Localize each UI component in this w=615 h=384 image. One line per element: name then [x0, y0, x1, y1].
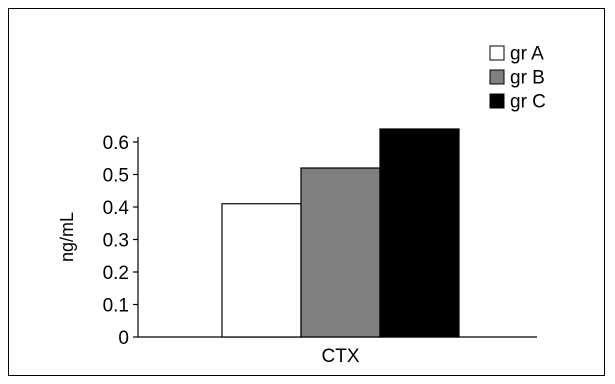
y-tick-label: 0: [118, 328, 129, 349]
bar-gr-a: [221, 203, 302, 338]
y-tick-label: 0.1: [103, 296, 129, 317]
y-tick-label: 0.2: [103, 263, 129, 284]
bar-gr-b: [300, 167, 381, 338]
legend-swatch: [489, 93, 505, 109]
legend-label: gr B: [510, 68, 545, 89]
y-tick-label: 0.4: [103, 198, 130, 219]
x-category-label: CTX: [322, 346, 360, 367]
y-tick-label: 0.5: [103, 166, 129, 187]
legend-swatch: [489, 45, 505, 61]
legend-label: gr C: [510, 92, 546, 113]
legend-label: gr A: [510, 44, 544, 65]
bar-gr-c: [379, 128, 460, 338]
bars: [221, 128, 460, 338]
y-axis-label: ng/mL: [57, 212, 77, 262]
y-tick-label: 0.3: [103, 231, 129, 252]
y-ticks: 0 0.1 0.2 0.3 0.4 0.5 0.6: [103, 133, 138, 349]
legend: gr A gr B gr C: [489, 44, 546, 113]
legend-swatch: [489, 69, 505, 85]
x-labels: CTX: [322, 346, 360, 367]
y-tick-label: 0.6: [103, 133, 129, 154]
